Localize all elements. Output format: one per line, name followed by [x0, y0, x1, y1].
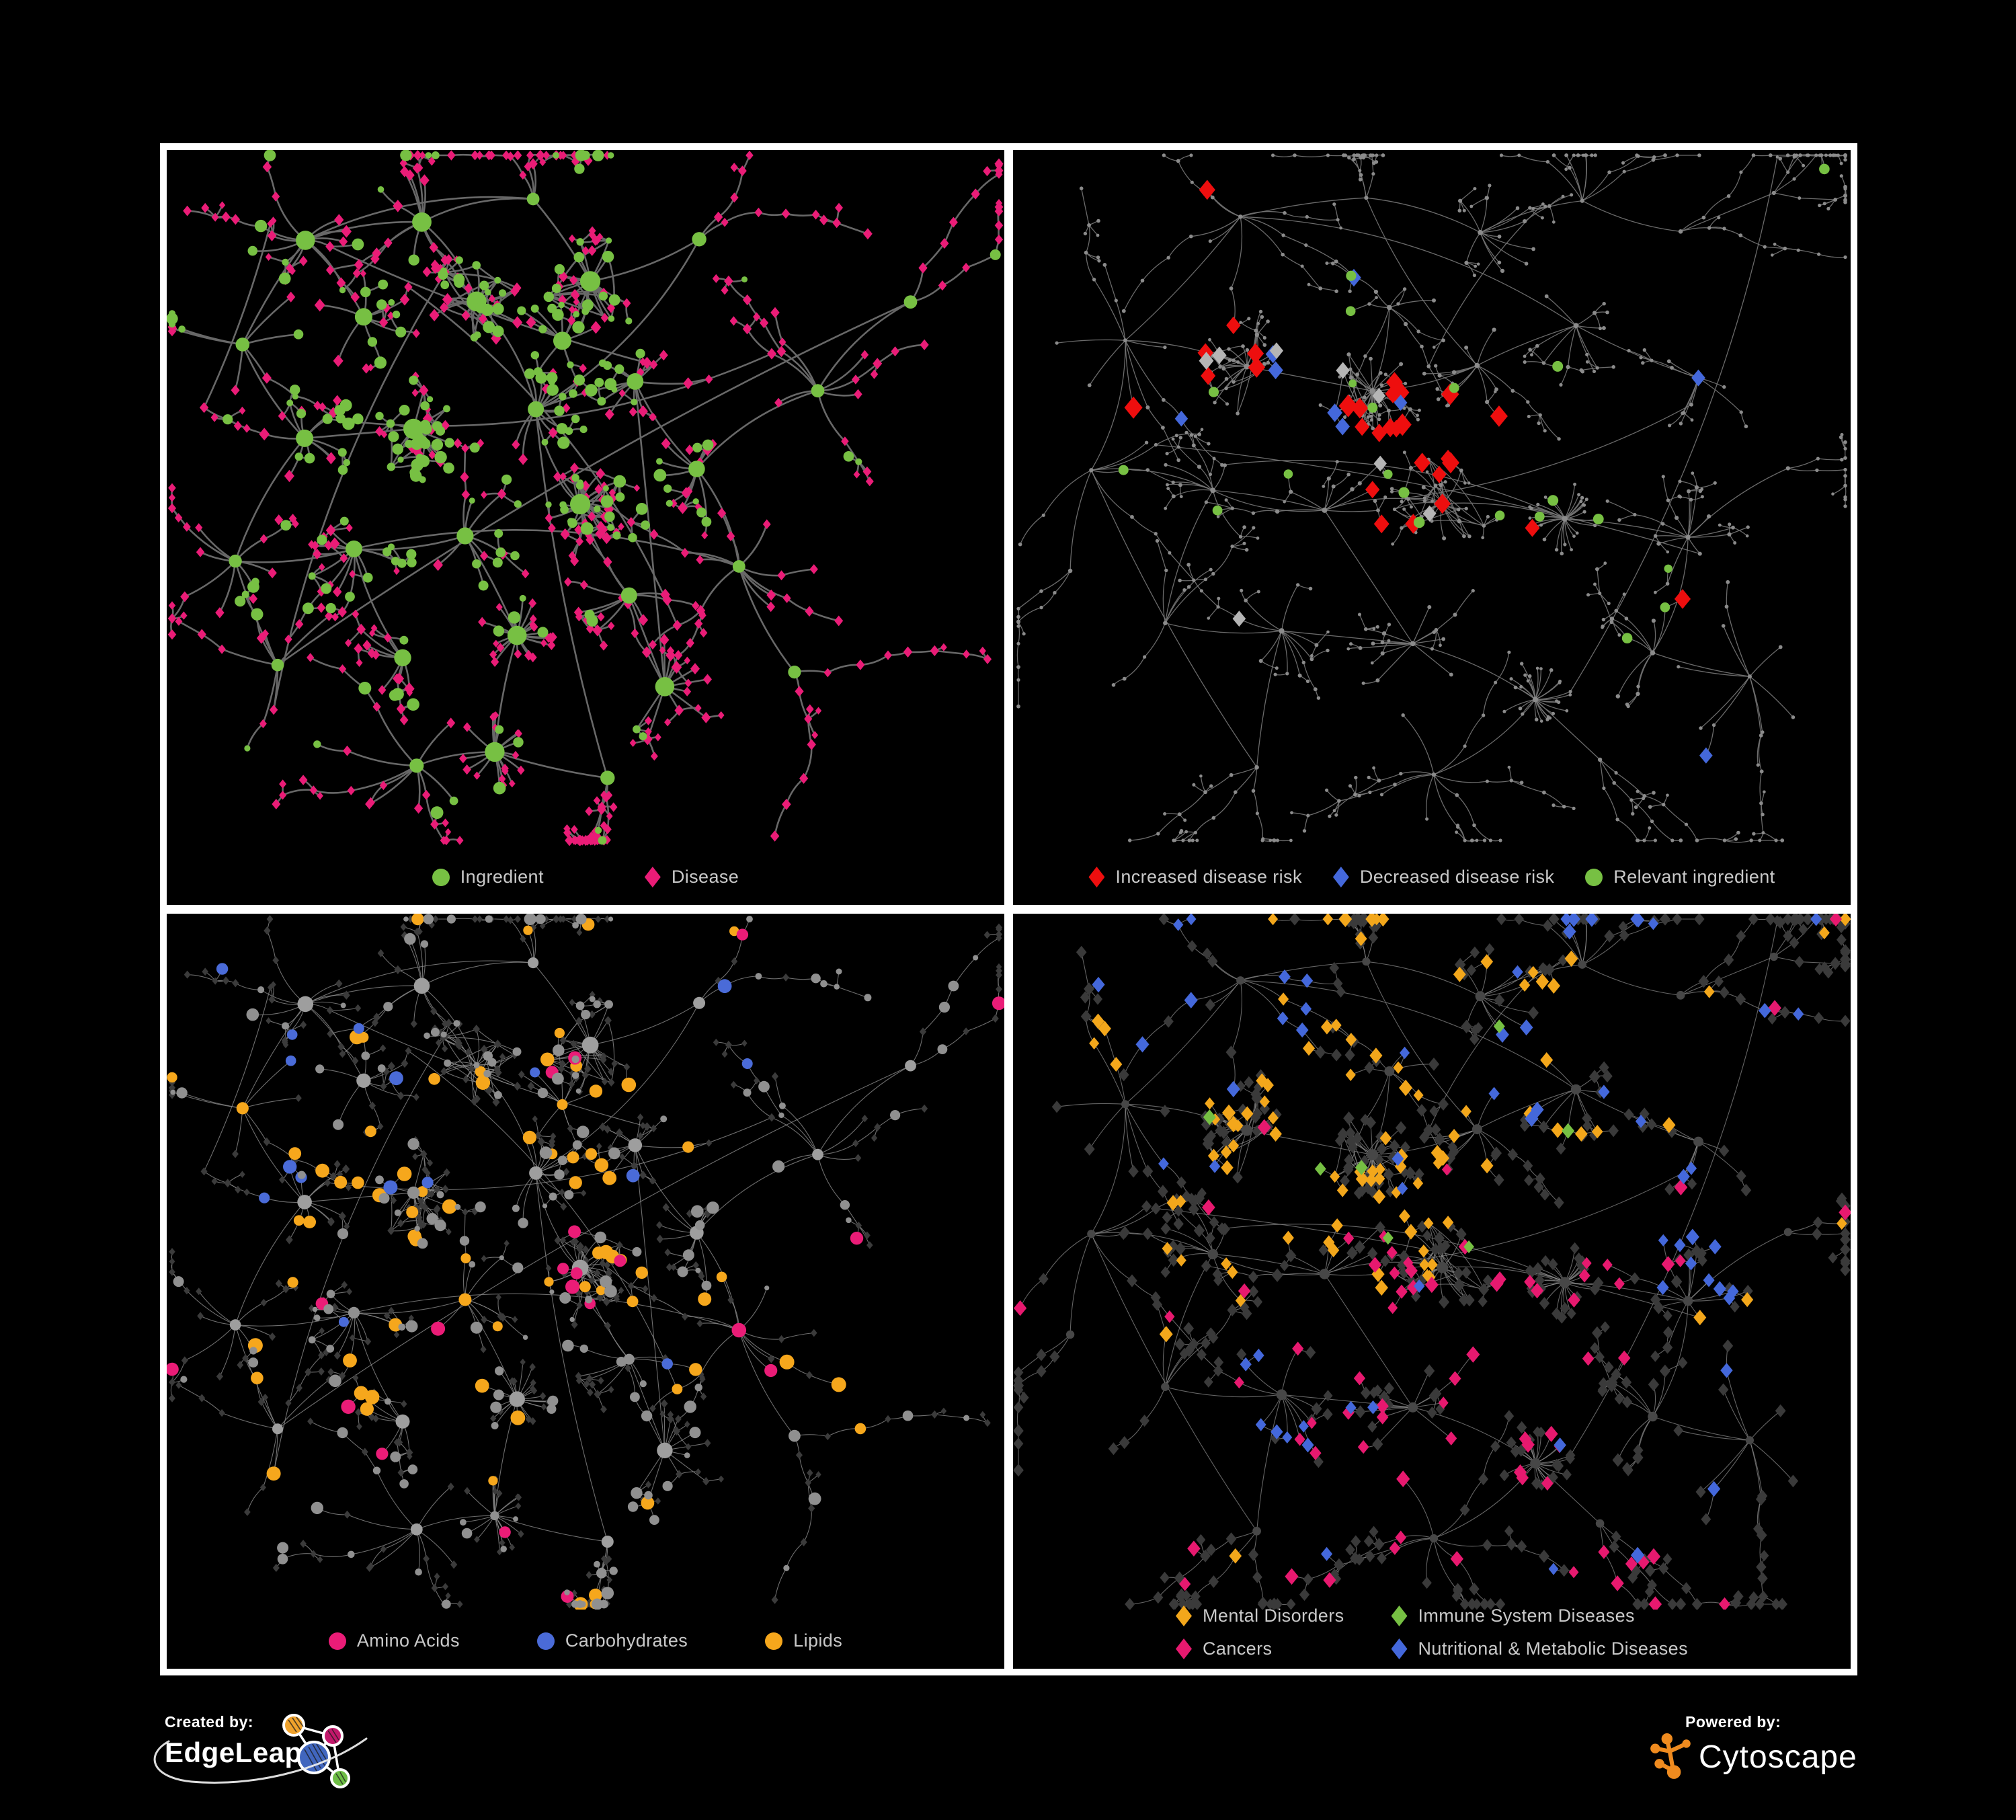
disease-risk-legend: Increased disease risk Decreased disease …: [1013, 867, 1851, 887]
legend-item-amino-acids: Amino Acids: [328, 1630, 460, 1651]
legend-label: Increased disease risk: [1115, 867, 1302, 887]
legend-label: Relevant ingredient: [1613, 867, 1775, 887]
legend-swatch-diamond: [1332, 867, 1349, 887]
legend-swatch-diamond: [1176, 1606, 1193, 1626]
created-by-label: Created by:: [165, 1713, 254, 1731]
legend-item-increased-disease-risk: Increased disease risk: [1088, 867, 1301, 887]
panel-disease-risk: Increased disease risk Decreased disease …: [1013, 150, 1851, 905]
panel-disease-class: Mental Disorders Immune System Diseases Ca…: [1013, 914, 1851, 1669]
ingredient-disease-network: [167, 150, 1004, 846]
compound-class-legend: Amino Acids Carbohydrates Lipids: [167, 1630, 1004, 1651]
legend-item-carbohydrates: Carbohydrates: [536, 1630, 688, 1651]
legend-swatch-circle: [536, 1632, 555, 1650]
legend-swatch-diamond: [644, 867, 661, 887]
cytoscape-wordmark: Cytoscape: [1699, 1739, 1857, 1775]
powered-by-label: Powered by:: [1685, 1713, 1781, 1731]
disease-risk-network: [1016, 153, 1847, 843]
legend-item-nutritional-metabolic-diseases: Nutritional & Metabolic Diseases: [1391, 1638, 1688, 1659]
legend-item-cancers: Cancers: [1176, 1638, 1344, 1659]
legend-label: Mental Disorders: [1203, 1606, 1344, 1626]
legend-label: Carbohydrates: [565, 1630, 688, 1651]
legend-item-decreased-disease-risk: Decreased disease risk: [1332, 867, 1555, 887]
legend-label: Decreased disease risk: [1359, 867, 1555, 887]
cytoscape-logo-icon: [1650, 1733, 1691, 1779]
legend-item-relevant-ingredient: Relevant ingredient: [1585, 867, 1775, 887]
legend-item-disease: Disease: [644, 867, 739, 887]
legend-swatch-circle: [1585, 868, 1603, 886]
legend-label: Ingredient: [460, 867, 544, 887]
legend-item-immune-system-diseases: Immune System Diseases: [1391, 1606, 1688, 1626]
legend-item-lipids: Lipids: [765, 1630, 842, 1651]
legend-swatch-circle: [765, 1632, 783, 1650]
legend-label: Amino Acids: [356, 1630, 460, 1651]
legend-label: Cancers: [1203, 1638, 1273, 1659]
legend-swatch-diamond: [1391, 1638, 1408, 1659]
panel-compound-class: Amino Acids Carbohydrates Lipids: [167, 914, 1004, 1669]
edgeleap-logo-icon: [282, 1714, 350, 1788]
legend-swatch-circle: [328, 1632, 346, 1650]
disease-class-network: [1013, 914, 1851, 1610]
legend-swatch-diamond: [1176, 1638, 1193, 1659]
legend-swatch-circle: [432, 868, 450, 886]
legend-swatch-diamond: [1391, 1606, 1408, 1626]
legend-label: Immune System Diseases: [1418, 1606, 1635, 1626]
ingredient-disease-legend: Ingredient Disease: [167, 867, 1004, 887]
panel-ingredient-disease: Ingredient Disease: [167, 150, 1004, 905]
legend-swatch-diamond: [1088, 867, 1105, 887]
legend-label: Nutritional & Metabolic Diseases: [1418, 1638, 1688, 1659]
figure-frame: Ingredient Disease Increased disease risk…: [160, 143, 1857, 1675]
edgeleap-credit: Created by: EdgeLeap: [153, 1713, 368, 1788]
legend-label: Disease: [671, 867, 739, 887]
compound-class-network: [167, 914, 1004, 1610]
legend-item-mental-disorders: Mental Disorders: [1176, 1606, 1344, 1626]
legend-item-ingredient: Ingredient: [432, 867, 544, 887]
disease-class-legend: Mental Disorders Immune System Diseases Ca…: [1013, 1606, 1851, 1659]
cytoscape-credit: Powered by: Cytoscape: [1650, 1713, 1857, 1781]
legend-label: Lipids: [793, 1630, 843, 1651]
